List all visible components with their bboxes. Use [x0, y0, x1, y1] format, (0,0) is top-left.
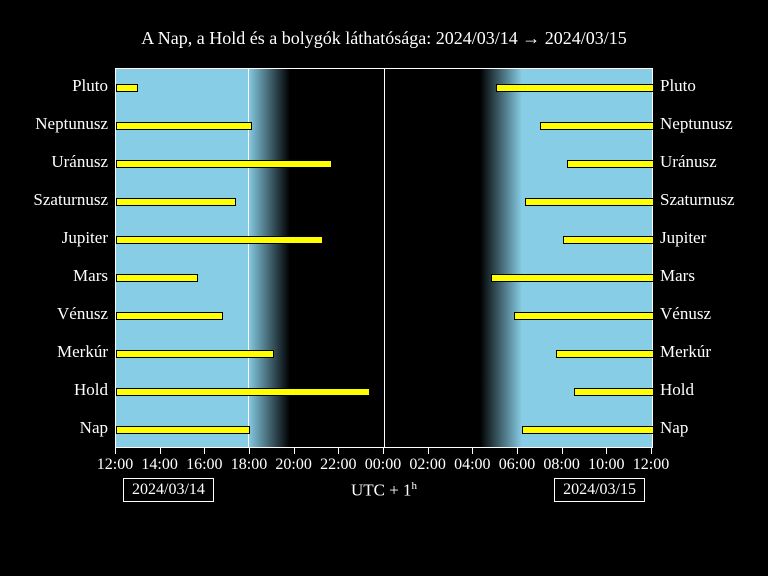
- xtick-mark: [249, 448, 250, 454]
- xtick-label: 20:00: [275, 456, 311, 474]
- xtick-label: 02:00: [409, 456, 445, 474]
- xtick-label: 10:00: [588, 456, 624, 474]
- body-label-right: Uránusz: [660, 152, 717, 172]
- xtick-mark: [160, 448, 161, 454]
- body-label-right: Jupiter: [660, 228, 706, 248]
- xtick-label: 04:00: [454, 456, 490, 474]
- body-label-left: Uránusz: [51, 152, 108, 172]
- body-label-left: Pluto: [72, 76, 108, 96]
- xtick-mark: [472, 448, 473, 454]
- vertical-line: [384, 69, 385, 447]
- xtick-mark: [204, 448, 205, 454]
- timezone-label: UTC + 1h: [351, 480, 417, 501]
- visibility-bar: [491, 274, 654, 282]
- visibility-bar: [116, 388, 370, 396]
- visibility-bar: [116, 426, 250, 434]
- xtick-mark: [562, 448, 563, 454]
- xtick-label: 18:00: [231, 456, 267, 474]
- visibility-bar: [567, 160, 654, 168]
- body-label-right: Pluto: [660, 76, 696, 96]
- body-label-left: Szaturnusz: [33, 190, 108, 210]
- xtick-label: 12:00: [97, 456, 133, 474]
- xtick-mark: [338, 448, 339, 454]
- body-label-left: Hold: [74, 380, 108, 400]
- body-label-right: Merkúr: [660, 342, 711, 362]
- xtick-label: 14:00: [141, 456, 177, 474]
- body-label-right: Hold: [660, 380, 694, 400]
- body-label-left: Merkúr: [57, 342, 108, 362]
- xtick-label: 06:00: [499, 456, 535, 474]
- body-label-left: Vénusz: [57, 304, 108, 324]
- xtick-label: 16:00: [186, 456, 222, 474]
- visibility-bar: [116, 198, 236, 206]
- chart-title: A Nap, a Hold és a bolygók láthatósága: …: [0, 28, 768, 49]
- xtick-label: 08:00: [543, 456, 579, 474]
- visibility-bar: [540, 122, 654, 130]
- body-label-right: Szaturnusz: [660, 190, 735, 210]
- visibility-bar: [116, 312, 223, 320]
- xtick-mark: [606, 448, 607, 454]
- twilight-dawn: [480, 69, 522, 447]
- visibility-bar: [563, 236, 654, 244]
- body-label-left: Mars: [73, 266, 108, 286]
- body-label-left: Nap: [80, 418, 108, 438]
- xtick-mark: [651, 448, 652, 454]
- visibility-bar: [116, 274, 198, 282]
- visibility-bar: [556, 350, 654, 358]
- visibility-bar: [116, 84, 138, 92]
- visibility-bar: [525, 198, 654, 206]
- visibility-bar: [116, 236, 323, 244]
- xtick-mark: [517, 448, 518, 454]
- body-label-right: Vénusz: [660, 304, 711, 324]
- body-label-right: Nap: [660, 418, 688, 438]
- visibility-bar: [574, 388, 654, 396]
- visibility-bar: [522, 426, 654, 434]
- chart-plot-area: [115, 68, 653, 448]
- date-box-left: 2024/03/14: [123, 478, 214, 502]
- body-label-left: Neptunusz: [35, 114, 108, 134]
- xtick-mark: [383, 448, 384, 454]
- xtick-mark: [428, 448, 429, 454]
- xtick-label: 12:00: [633, 456, 669, 474]
- visibility-bar: [116, 160, 332, 168]
- body-label-right: Mars: [660, 266, 695, 286]
- visibility-bar: [514, 312, 654, 320]
- visibility-bar: [496, 84, 654, 92]
- xtick-label: 22:00: [320, 456, 356, 474]
- xtick-label: 00:00: [365, 456, 401, 474]
- xtick-mark: [294, 448, 295, 454]
- visibility-bar: [116, 122, 252, 130]
- body-label-left: Jupiter: [62, 228, 108, 248]
- visibility-bar: [116, 350, 274, 358]
- xtick-mark: [115, 448, 116, 454]
- date-box-right: 2024/03/15: [554, 478, 645, 502]
- body-label-right: Neptunusz: [660, 114, 733, 134]
